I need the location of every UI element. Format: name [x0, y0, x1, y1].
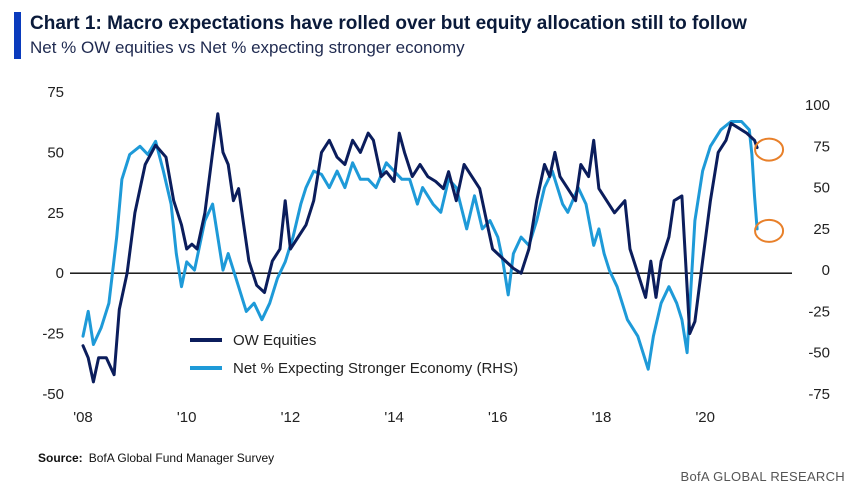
- source-note: Source: BofA Global Fund Manager Survey: [38, 451, 274, 465]
- source-label: Source:: [38, 451, 83, 465]
- highlight-circle: [754, 137, 785, 162]
- chart-title: Chart 1: Macro expectations have rolled …: [30, 13, 747, 34]
- y-right-tick-label: -25: [808, 303, 830, 320]
- x-tick-label: '10: [177, 409, 197, 426]
- title-accent-bar: [14, 12, 21, 59]
- y-right-tick-label: 50: [813, 180, 830, 197]
- y-right-tick-label: 100: [805, 97, 830, 114]
- x-tick-label: '16: [488, 409, 508, 426]
- y-right-tick-label: -75: [808, 386, 830, 403]
- highlight-circle: [754, 218, 785, 243]
- y-right-tick-label: -50: [808, 345, 830, 362]
- y-left-tick-label: -50: [42, 386, 64, 403]
- source-text: BofA Global Fund Manager Survey: [88, 451, 275, 465]
- x-tick-label: '18: [592, 409, 612, 426]
- series-line-stronger-economy: [81, 120, 759, 371]
- y-left-tick-label: 0: [56, 265, 64, 282]
- x-tick-label: '08: [73, 409, 93, 426]
- legend-label: Net % Expecting Stronger Economy (RHS): [233, 360, 518, 377]
- series-line-ow-equities: [81, 112, 759, 384]
- x-tick-label: '12: [281, 409, 301, 426]
- y-left-tick-label: -25: [42, 326, 64, 343]
- y-left-tick-label: 25: [47, 205, 64, 222]
- x-tick-label: '20: [695, 409, 715, 426]
- chart-subtitle: Net % OW equities vs Net % expecting str…: [30, 38, 465, 57]
- x-tick-label: '14: [384, 409, 404, 426]
- y-left-tick-label: 50: [47, 144, 64, 161]
- y-right-tick-label: 75: [813, 138, 830, 155]
- y-left-tick-label: 75: [47, 84, 64, 101]
- brand-label: BofA GLOBAL RESEARCH: [680, 469, 845, 484]
- legend-label: OW Equities: [233, 332, 316, 349]
- y-right-tick-label: 0: [822, 262, 830, 279]
- y-right-tick-label: 25: [813, 221, 830, 238]
